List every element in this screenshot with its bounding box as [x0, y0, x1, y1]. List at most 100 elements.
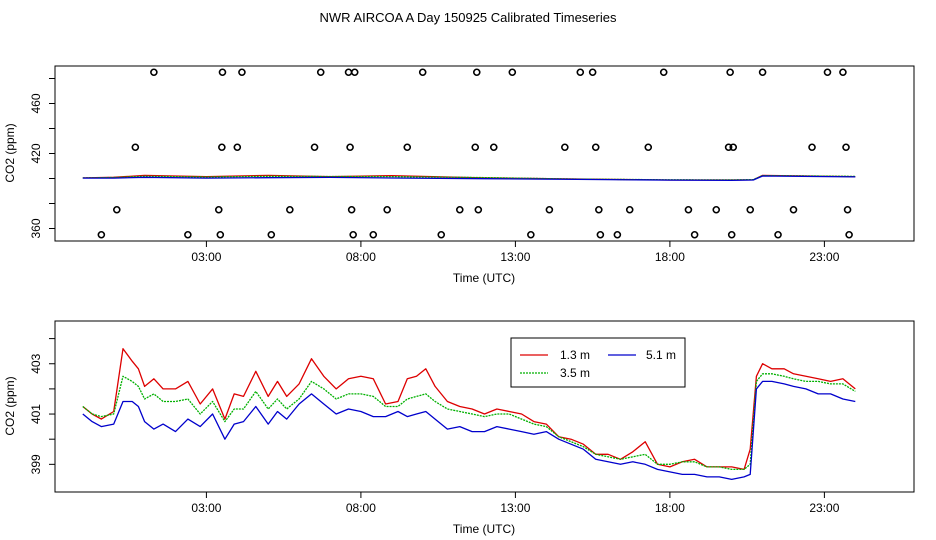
bottom-series-line-1-3-m [82, 348, 856, 471]
legend-label-5-1m: 5.1 m [646, 348, 676, 362]
cal-point [842, 143, 850, 152]
cal-point [527, 230, 535, 239]
bottom-x-tick-label: 03:00 [191, 501, 221, 515]
bottom-y-tick-label: 401 [29, 404, 43, 424]
cal-point [112, 205, 121, 214]
top-x-tick-label: 18:00 [655, 250, 685, 264]
cal-point [369, 230, 378, 239]
bottom-x-tick-label: 13:00 [500, 501, 530, 515]
bottom-plot-marks [82, 348, 856, 481]
cal-point [823, 68, 832, 77]
top-panel: 03:00 08:00 13:00 18:00 23:00 360 420 460 Time… [3, 65, 915, 285]
cal-point [474, 205, 483, 214]
bottom-series-line-5-1-m [82, 380, 856, 481]
cal-point [561, 143, 569, 152]
cal-point [774, 230, 782, 239]
cal-point [472, 68, 481, 77]
cal-point [350, 68, 359, 77]
cal-point [349, 230, 357, 239]
cal-point [808, 143, 816, 152]
cal-point [218, 143, 226, 152]
cal-point [712, 205, 721, 214]
top-x-tick-label: 23:00 [809, 250, 839, 264]
cal-point [238, 68, 246, 77]
cal-point [310, 143, 319, 152]
bottom-x-tick-label: 23:00 [809, 501, 839, 515]
cal-point [576, 68, 585, 77]
cal-point [613, 230, 622, 239]
top-y-axis-label: CO2 (ppm) [3, 123, 17, 182]
bottom-x-tick-label: 08:00 [346, 501, 376, 515]
bottom-x-tick-label: 18:00 [655, 501, 685, 515]
cal-point [625, 205, 634, 214]
cal-point [346, 143, 354, 152]
cal-point [644, 143, 653, 152]
cal-point [758, 68, 767, 77]
cal-point [403, 143, 412, 152]
bottom-series-line-3-5-m [82, 373, 856, 471]
cal-point [489, 143, 498, 152]
bottom-x-axis-label: Time (UTC) [453, 522, 515, 536]
top-y-tick-label: 420 [29, 143, 43, 163]
cal-point [789, 205, 798, 214]
top-x-axis: 03:00 08:00 13:00 18:00 23:00 [191, 241, 840, 264]
legend-label-1-3m: 1.3 m [560, 348, 590, 362]
bottom-y-tick-label: 403 [29, 353, 43, 373]
cal-point [845, 230, 853, 239]
cal-point [591, 143, 600, 152]
top-plot-marks [82, 68, 856, 239]
bottom-y-axis: 399 401 403 [29, 338, 55, 474]
cal-point [418, 68, 427, 77]
cal-point [659, 68, 668, 77]
cal-point [131, 143, 140, 152]
cal-point [726, 68, 734, 77]
bottom-y-tick-label: 399 [29, 454, 43, 474]
cal-point [383, 205, 391, 214]
cal-point [843, 205, 852, 214]
legend-box [510, 337, 686, 388]
cal-point [437, 230, 446, 239]
top-series-line-5-1-m [82, 175, 856, 182]
cal-point [595, 205, 603, 214]
cal-point [727, 230, 736, 239]
cal-point [267, 230, 276, 239]
bottom-plot-frame [54, 320, 915, 493]
cal-point [729, 143, 738, 152]
cal-point [218, 68, 227, 77]
cal-point [684, 205, 693, 214]
cal-point [596, 230, 605, 239]
cal-point [233, 143, 242, 152]
cal-point [746, 205, 755, 214]
chart-title: NWR AIRCOA A Day 150925 Calibrated Times… [320, 10, 617, 25]
top-plot-frame [54, 65, 915, 242]
cal-point [97, 230, 106, 239]
top-x-tick-label: 03:00 [191, 250, 221, 264]
bottom-x-axis: 03:00 08:00 13:00 18:00 23:00 [191, 492, 840, 515]
top-y-tick-label: 360 [29, 218, 43, 238]
cal-point [508, 68, 517, 77]
cal-point [286, 205, 294, 214]
cal-point [316, 68, 325, 77]
legend: 1.3 m 5.1 m 3.5 m [510, 337, 686, 388]
cal-point [724, 143, 733, 152]
bottom-y-axis-label: CO2 (ppm) [3, 376, 17, 435]
cal-point [347, 205, 356, 214]
top-y-tick-label: 460 [29, 93, 43, 113]
cal-point [545, 205, 554, 214]
cal-point [216, 230, 225, 239]
cal-point [184, 230, 192, 239]
cal-point [214, 205, 223, 214]
cal-point [471, 143, 480, 152]
cal-point [690, 230, 699, 239]
cal-point [344, 68, 353, 77]
bottom-panel: 03:00 08:00 13:00 18:00 23:00 399 401 403 Time… [3, 320, 915, 536]
cal-point [839, 68, 847, 77]
cal-point [588, 68, 597, 77]
legend-label-3-5m: 3.5 m [560, 366, 590, 380]
top-x-axis-label: Time (UTC) [453, 271, 515, 285]
cal-point [455, 205, 464, 214]
cal-point [150, 68, 158, 77]
top-x-tick-label: 13:00 [500, 250, 530, 264]
top-x-tick-label: 08:00 [346, 250, 376, 264]
